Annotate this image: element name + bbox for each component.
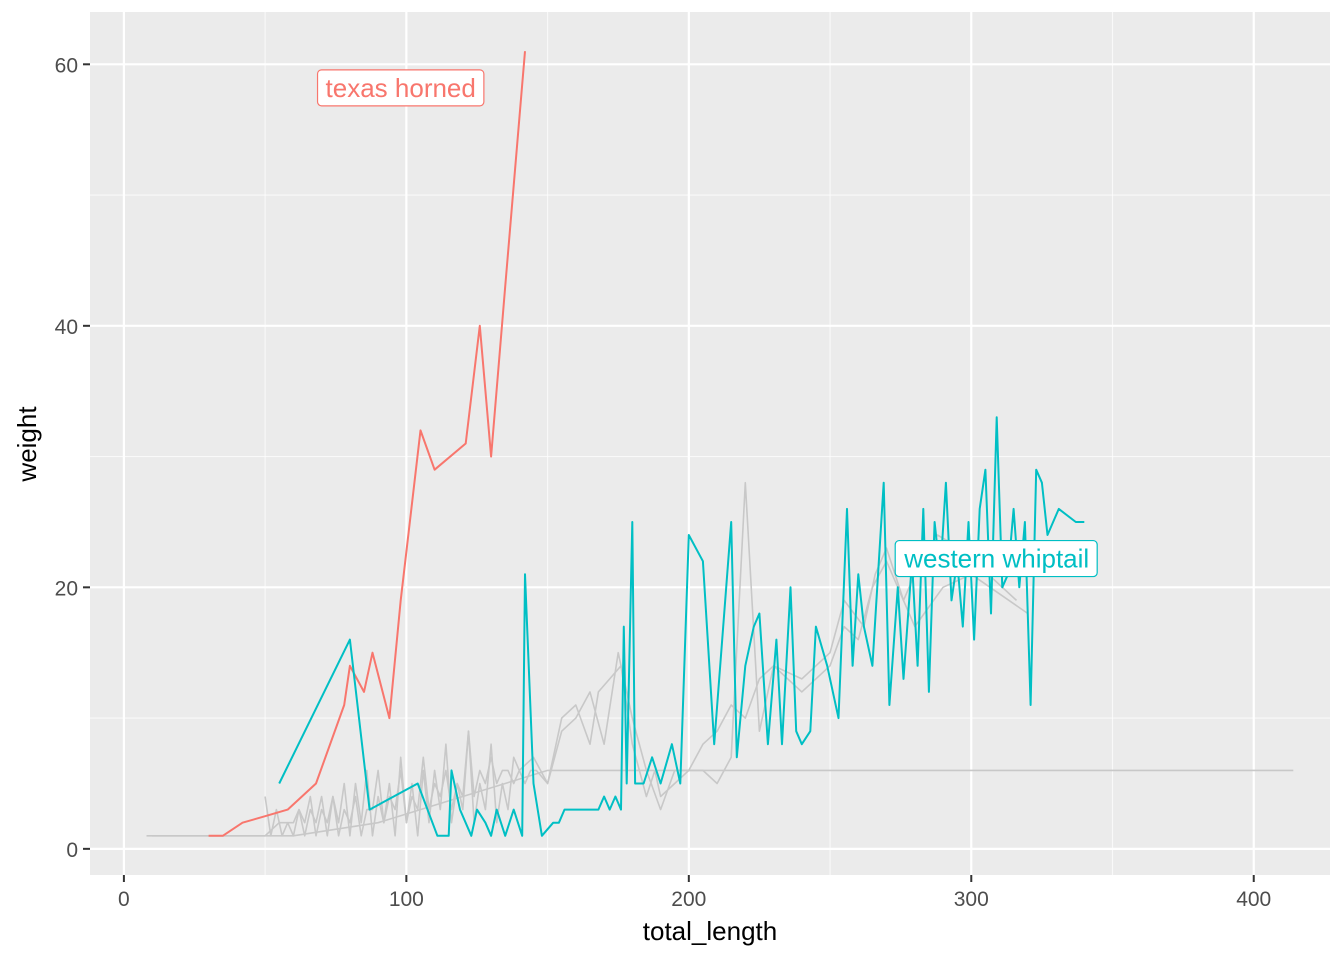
x-axis-title: total_length	[643, 916, 777, 946]
western-whiptail-label-text: western whiptail	[903, 544, 1089, 574]
y-tick-label: 60	[55, 54, 78, 77]
x-tick-label: 200	[671, 888, 706, 911]
western-whiptail-label: western whiptail	[894, 539, 1098, 578]
x-tick-label: 300	[954, 888, 989, 911]
x-tick-label: 400	[1236, 888, 1271, 911]
western-whiptail-label-box	[894, 539, 1098, 578]
texas-horned-label-box	[316, 69, 485, 107]
texas-horned-line	[208, 51, 526, 837]
y-tick-label: 40	[55, 316, 78, 339]
x-tick-label: 0	[118, 888, 130, 911]
x-axis: 0 100 200 300 400	[118, 875, 1271, 911]
plot-panel	[90, 12, 1330, 875]
y-axis-title: weight	[12, 406, 42, 483]
texas-horned-label-text: texas horned	[326, 73, 476, 103]
highlighted-series	[208, 51, 1085, 837]
major-gridlines	[90, 12, 1330, 875]
texas-horned-label: texas horned	[316, 69, 485, 107]
y-tick-label: 20	[55, 577, 78, 600]
background-series-line-3	[152, 769, 1294, 837]
background-series-line-4	[264, 534, 1018, 837]
x-tick-label: 100	[389, 888, 424, 911]
minor-gridlines	[90, 12, 1330, 875]
series-labels: texas horned western whiptail	[316, 69, 1098, 578]
y-tick-label: 0	[66, 839, 78, 862]
y-axis: 0 20 40 60	[55, 54, 90, 862]
western-whiptail-line	[278, 416, 1085, 837]
